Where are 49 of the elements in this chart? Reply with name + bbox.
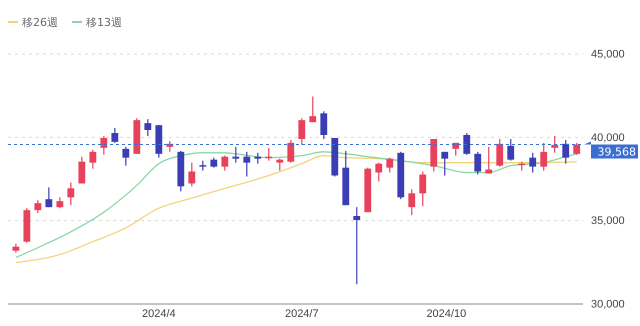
candlestick: [254, 152, 262, 164]
candlestick: [551, 135, 558, 154]
candlestick: [474, 151, 482, 176]
candlestick: [298, 118, 306, 146]
candlestick: [375, 162, 382, 182]
candlestick: [45, 186, 52, 208]
candlestick: [265, 147, 272, 162]
x-tick-label: 2024/10: [426, 308, 466, 320]
candlestick: [309, 96, 316, 123]
candlestick: [56, 196, 64, 209]
candlestick: [320, 110, 328, 140]
y-tick-label: 40,000: [591, 132, 625, 144]
candlestick: [111, 127, 118, 144]
y-tick-label: 30,000: [591, 298, 625, 311]
candlestick: [353, 206, 360, 285]
candlestick: [540, 142, 548, 172]
candlestick: [485, 146, 492, 174]
candlestick: [199, 160, 206, 172]
y-tick-label: 35,000: [591, 215, 625, 228]
candlestick: [89, 149, 96, 170]
candlestick: [210, 157, 218, 168]
candlestick: [419, 170, 426, 207]
candlestick: [496, 138, 504, 168]
candlestick: [188, 162, 196, 187]
candlestick: [67, 182, 74, 206]
y-tick-label: 45,000: [591, 48, 625, 61]
candlestick: [276, 158, 284, 172]
ref-line-label: 39,568: [598, 146, 636, 159]
candlestick: [408, 188, 416, 216]
candlestick: [529, 152, 536, 174]
candlestick: [122, 146, 130, 166]
candlestick: [507, 138, 514, 162]
legend-label: 移26週: [22, 16, 58, 29]
candlestick: [221, 155, 228, 172]
candlestick: [100, 135, 108, 156]
candlestick: [144, 118, 152, 137]
candlestick: [441, 151, 448, 176]
candlestick: [34, 200, 42, 214]
candlestick: [287, 139, 294, 164]
candlestick: [386, 157, 394, 174]
candlestick: [573, 142, 580, 156]
candlestick: [243, 151, 250, 178]
candlestick: [518, 161, 526, 172]
candlestick: [78, 156, 86, 184]
x-tick-label: 2024/4: [142, 308, 176, 320]
x-tick-label: 2024/7: [284, 308, 319, 320]
candlestick: [463, 132, 470, 156]
candlestick: [232, 146, 240, 164]
legend-label: 移13週: [86, 16, 122, 29]
